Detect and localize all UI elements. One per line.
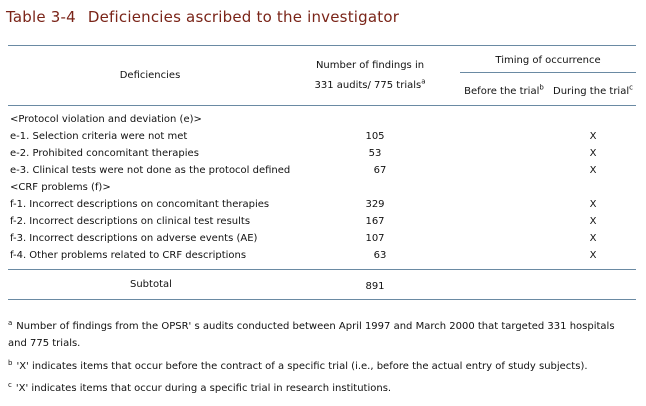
row-label: f-3. Incorrect descriptions on adverse e… <box>10 233 258 244</box>
footnote-mark-a: a <box>421 77 426 86</box>
row-label: f-2. Incorrect descriptions on clinical … <box>10 216 251 227</box>
footnote-mark: c <box>8 380 12 389</box>
subtotal-count: 891 <box>365 281 385 292</box>
footnote-mark-b: b <box>539 83 544 92</box>
row-count: 63 <box>373 250 387 261</box>
row-during-mark: X <box>589 131 597 142</box>
header-findings-line2: 331 audits/ 775 trials <box>314 80 422 91</box>
subtotal-rule <box>8 269 636 270</box>
row-label: f-4. Other problems related to CRF descr… <box>10 250 247 261</box>
row-label: e-2. Prohibited concomitant therapies <box>10 148 199 159</box>
header-findings-2: 331 audits/ 775 trialsa <box>300 77 440 92</box>
row-label: e-3. Clinical tests were not done as the… <box>10 165 291 176</box>
footnote-b: b 'X' indicates items that occur before t… <box>8 358 633 375</box>
timing-rule <box>460 72 636 73</box>
row-count: 67 <box>373 165 387 176</box>
header-timing: Timing of occurrence <box>495 55 601 66</box>
table-number: Table 3-4 <box>6 8 76 26</box>
row-count: 329 <box>365 199 385 210</box>
header-during-label: During the trial <box>553 86 630 97</box>
row-count: 53 <box>368 148 382 159</box>
header-before: Before the trialb <box>460 83 548 98</box>
footnote-text: Number of findings from the OPSR' s audi… <box>8 321 615 349</box>
row-label: <Protocol violation and deviation (e)> <box>10 114 202 125</box>
row-label: f-1. Incorrect descriptions on concomita… <box>10 199 270 210</box>
footnote-mark-c: c <box>629 83 633 92</box>
footnote-a: a Number of findings from the OPSR' s aud… <box>8 318 633 352</box>
row-label: <CRF problems (f)> <box>10 182 111 193</box>
footnote-mark: b <box>8 358 13 367</box>
bottom-rule <box>8 299 636 300</box>
row-during-mark: X <box>589 199 597 210</box>
header-findings: Number of findings in <box>300 60 440 72</box>
row-count: 105 <box>365 131 385 142</box>
row-count: 107 <box>365 233 385 244</box>
footnote-text: 'X' indicates items that occur during a … <box>15 383 392 394</box>
header-during: During the trialc <box>548 83 638 98</box>
footnote-c: c 'X' indicates items that occur during a… <box>8 380 633 397</box>
row-during-mark: X <box>589 216 597 227</box>
row-during-mark: X <box>589 250 597 261</box>
table-title: Table 3-4 Deficiencies ascribed to the in… <box>6 8 399 26</box>
row-label: e-1. Selection criteria were not met <box>10 131 188 142</box>
header-rule <box>8 105 636 106</box>
row-during-mark: X <box>589 148 597 159</box>
table-caption: Deficiencies ascribed to the investigato… <box>87 8 400 26</box>
row-during-mark: X <box>589 165 597 176</box>
footnote-mark: a <box>8 318 13 327</box>
footnote-text: 'X' indicates items that occur before th… <box>16 361 588 372</box>
row-during-mark: X <box>589 233 597 244</box>
row-count: 167 <box>365 216 385 227</box>
top-rule <box>8 45 636 46</box>
header-deficiencies: Deficiencies <box>119 70 181 81</box>
header-before-label: Before the trial <box>464 86 540 97</box>
subtotal-label: Subtotal <box>130 279 172 290</box>
header-findings-line1: Number of findings in <box>315 60 425 71</box>
